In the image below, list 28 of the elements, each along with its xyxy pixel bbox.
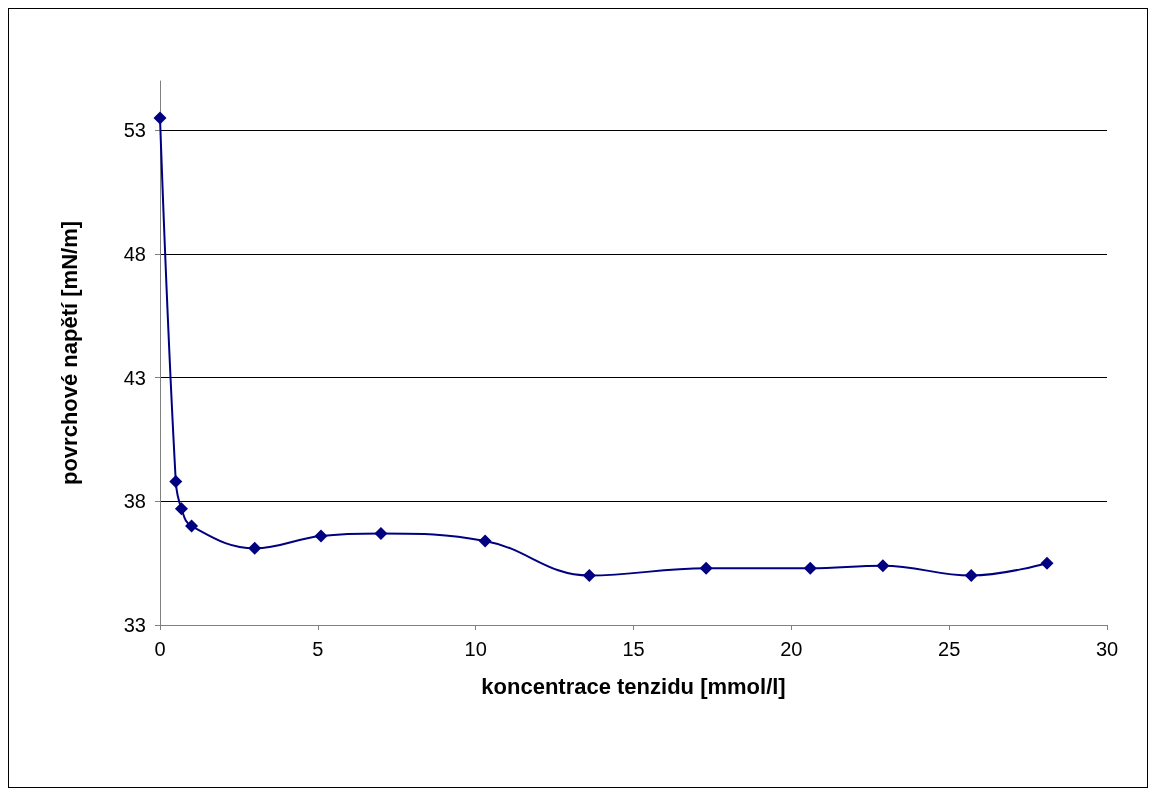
point bbox=[803, 561, 817, 575]
point bbox=[964, 569, 978, 583]
x-tick-label: 10 bbox=[464, 638, 487, 660]
y-tick-label: 33 bbox=[123, 614, 146, 636]
x-tick-label: 0 bbox=[154, 638, 166, 660]
y-tick-label: 43 bbox=[123, 366, 146, 389]
point bbox=[314, 529, 328, 543]
point bbox=[174, 502, 188, 516]
point bbox=[374, 527, 388, 541]
point bbox=[169, 475, 183, 489]
point bbox=[699, 561, 713, 575]
point bbox=[582, 569, 596, 583]
point bbox=[876, 559, 890, 573]
point bbox=[248, 541, 262, 555]
x-tick-label: 25 bbox=[938, 638, 961, 660]
y-tick-label: 48 bbox=[123, 243, 146, 266]
x-tick-label: 30 bbox=[1095, 638, 1119, 660]
y-axis-title: povrchové napětí [mN/m] bbox=[56, 220, 82, 486]
point bbox=[153, 111, 167, 125]
x-axis-title: koncentrace tenzidu [mmol/l] bbox=[481, 673, 786, 699]
point bbox=[185, 519, 199, 533]
x-tick-label: 20 bbox=[780, 638, 803, 660]
x-tick-label: 5 bbox=[312, 638, 324, 660]
x-tick-label: 15 bbox=[622, 638, 645, 660]
y-tick-label: 38 bbox=[123, 490, 146, 513]
point bbox=[1040, 556, 1054, 570]
y-tick-label: 53 bbox=[123, 119, 146, 142]
point bbox=[478, 534, 492, 548]
